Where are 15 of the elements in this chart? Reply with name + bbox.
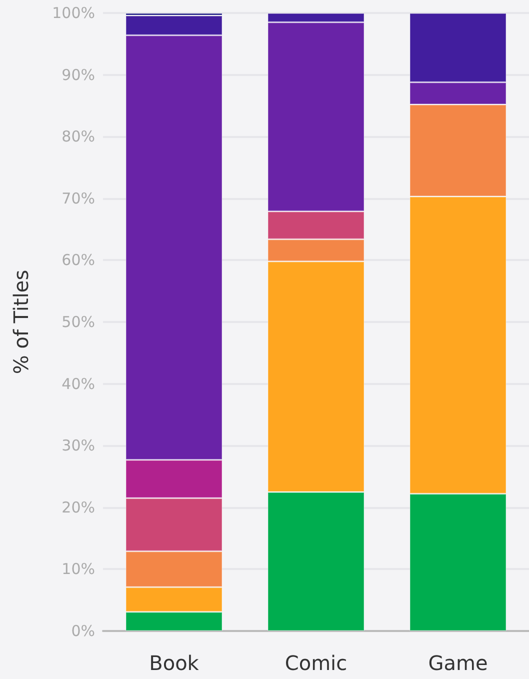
y-tick-label: 80%: [62, 128, 95, 146]
y-tick-label: 10%: [62, 560, 95, 578]
y-tick-label: 0%: [71, 622, 95, 640]
y-tick-label: 40%: [62, 374, 95, 393]
y-tick-label: 30%: [62, 436, 95, 455]
y-axis-title: % of Titles: [9, 270, 33, 374]
y-tick-label: 50%: [62, 313, 95, 331]
x-tick-label: Comic: [284, 651, 348, 675]
y-tick-label: 60%: [62, 251, 95, 270]
y-tick-label: 100%: [52, 4, 95, 22]
x-tick-label: Book: [149, 651, 200, 675]
y-tick-label: 90%: [62, 66, 95, 84]
y-tick-label: 70%: [62, 189, 95, 208]
y-tick-label: 20%: [62, 498, 95, 516]
x-tick-label: Game: [428, 651, 488, 675]
